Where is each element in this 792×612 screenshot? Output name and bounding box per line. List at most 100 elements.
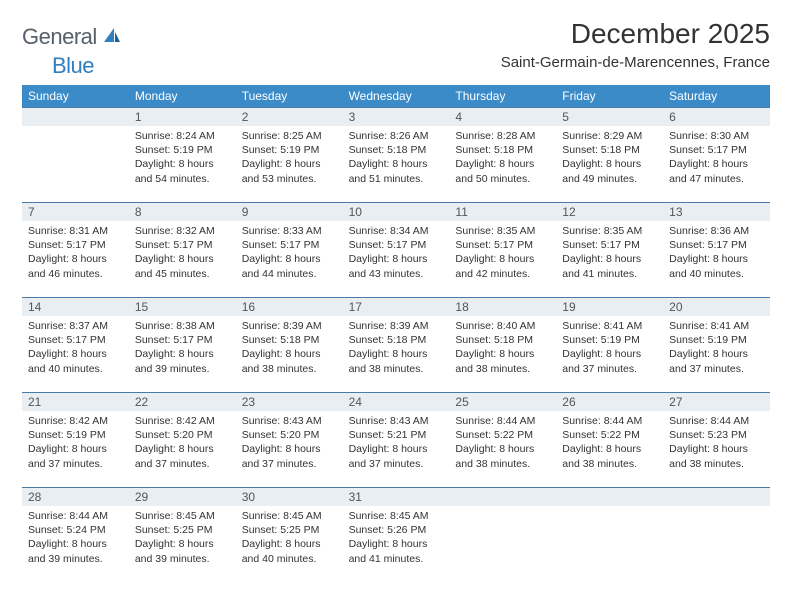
date-number: 11 — [449, 203, 556, 221]
day1-line: Daylight: 8 hours — [349, 537, 444, 551]
calendar-cell — [556, 506, 663, 582]
day2-line: and 39 minutes. — [135, 362, 230, 376]
day1-line: Daylight: 8 hours — [242, 157, 337, 171]
day-header: Tuesday — [236, 85, 343, 107]
sunrise-line: Sunrise: 8:39 AM — [349, 319, 444, 333]
calendar-cell: Sunrise: 8:45 AMSunset: 5:25 PMDaylight:… — [236, 506, 343, 582]
calendar-cell: Sunrise: 8:31 AMSunset: 5:17 PMDaylight:… — [22, 221, 129, 297]
day1-line: Daylight: 8 hours — [28, 252, 123, 266]
date-number: 31 — [343, 488, 450, 506]
sunrise-line: Sunrise: 8:35 AM — [455, 224, 550, 238]
date-number: 6 — [663, 108, 770, 126]
weeks-container: 123456Sunrise: 8:24 AMSunset: 5:19 PMDay… — [22, 107, 770, 582]
day2-line: and 49 minutes. — [562, 172, 657, 186]
sunset-line: Sunset: 5:19 PM — [135, 143, 230, 157]
date-number: 4 — [449, 108, 556, 126]
sunrise-line: Sunrise: 8:41 AM — [562, 319, 657, 333]
date-number: 21 — [22, 393, 129, 411]
sunrise-line: Sunrise: 8:44 AM — [28, 509, 123, 523]
day1-line: Daylight: 8 hours — [562, 442, 657, 456]
date-number: 30 — [236, 488, 343, 506]
day2-line: and 38 minutes. — [242, 362, 337, 376]
sunrise-line: Sunrise: 8:39 AM — [242, 319, 337, 333]
calendar-cell: Sunrise: 8:45 AMSunset: 5:26 PMDaylight:… — [343, 506, 450, 582]
day2-line: and 42 minutes. — [455, 267, 550, 281]
day2-line: and 44 minutes. — [242, 267, 337, 281]
sunset-line: Sunset: 5:19 PM — [242, 143, 337, 157]
logo-text-b: Blue — [52, 53, 94, 79]
date-number: 26 — [556, 393, 663, 411]
calendar-cell: Sunrise: 8:29 AMSunset: 5:18 PMDaylight:… — [556, 126, 663, 202]
day-headers-row: Sunday Monday Tuesday Wednesday Thursday… — [22, 85, 770, 107]
date-row: 123456 — [22, 107, 770, 126]
location: Saint-Germain-de-Marencennes, France — [501, 54, 770, 71]
calendar-cell: Sunrise: 8:36 AMSunset: 5:17 PMDaylight:… — [663, 221, 770, 297]
day2-line: and 40 minutes. — [28, 362, 123, 376]
calendar-cell: Sunrise: 8:39 AMSunset: 5:18 PMDaylight:… — [236, 316, 343, 392]
day1-line: Daylight: 8 hours — [135, 157, 230, 171]
day2-line: and 47 minutes. — [669, 172, 764, 186]
sunrise-line: Sunrise: 8:29 AM — [562, 129, 657, 143]
sunrise-line: Sunrise: 8:44 AM — [669, 414, 764, 428]
day2-line: and 37 minutes. — [669, 362, 764, 376]
sunrise-line: Sunrise: 8:45 AM — [135, 509, 230, 523]
day-header: Monday — [129, 85, 236, 107]
day-header: Sunday — [22, 85, 129, 107]
calendar-cell: Sunrise: 8:35 AMSunset: 5:17 PMDaylight:… — [556, 221, 663, 297]
calendar-cell: Sunrise: 8:24 AMSunset: 5:19 PMDaylight:… — [129, 126, 236, 202]
sunrise-line: Sunrise: 8:30 AM — [669, 129, 764, 143]
date-number — [663, 488, 770, 506]
calendar-cell: Sunrise: 8:34 AMSunset: 5:17 PMDaylight:… — [343, 221, 450, 297]
day1-line: Daylight: 8 hours — [242, 537, 337, 551]
date-row: 28293031 — [22, 487, 770, 506]
sunrise-line: Sunrise: 8:41 AM — [669, 319, 764, 333]
day1-line: Daylight: 8 hours — [135, 252, 230, 266]
calendar-cell — [22, 126, 129, 202]
calendar-cell: Sunrise: 8:37 AMSunset: 5:17 PMDaylight:… — [22, 316, 129, 392]
calendar-cell: Sunrise: 8:45 AMSunset: 5:25 PMDaylight:… — [129, 506, 236, 582]
day1-line: Daylight: 8 hours — [28, 537, 123, 551]
day1-line: Daylight: 8 hours — [242, 442, 337, 456]
date-number: 24 — [343, 393, 450, 411]
calendar-cell: Sunrise: 8:44 AMSunset: 5:23 PMDaylight:… — [663, 411, 770, 487]
sunset-line: Sunset: 5:17 PM — [669, 238, 764, 252]
date-number: 12 — [556, 203, 663, 221]
day2-line: and 38 minutes. — [669, 457, 764, 471]
sunset-line: Sunset: 5:20 PM — [242, 428, 337, 442]
logo: General — [22, 24, 124, 50]
sunset-line: Sunset: 5:25 PM — [135, 523, 230, 537]
date-row: 78910111213 — [22, 202, 770, 221]
calendar-cell: Sunrise: 8:38 AMSunset: 5:17 PMDaylight:… — [129, 316, 236, 392]
sunrise-line: Sunrise: 8:24 AM — [135, 129, 230, 143]
sunset-line: Sunset: 5:22 PM — [562, 428, 657, 442]
day1-line: Daylight: 8 hours — [242, 252, 337, 266]
sunset-line: Sunset: 5:17 PM — [562, 238, 657, 252]
day2-line: and 54 minutes. — [135, 172, 230, 186]
day2-line: and 39 minutes. — [135, 552, 230, 566]
date-number: 9 — [236, 203, 343, 221]
calendar-cell: Sunrise: 8:44 AMSunset: 5:24 PMDaylight:… — [22, 506, 129, 582]
sunrise-line: Sunrise: 8:44 AM — [455, 414, 550, 428]
date-number: 27 — [663, 393, 770, 411]
sunrise-line: Sunrise: 8:42 AM — [28, 414, 123, 428]
day2-line: and 38 minutes. — [455, 457, 550, 471]
sunset-line: Sunset: 5:17 PM — [135, 238, 230, 252]
day2-line: and 40 minutes. — [669, 267, 764, 281]
day2-line: and 37 minutes. — [349, 457, 444, 471]
calendar-cell: Sunrise: 8:30 AMSunset: 5:17 PMDaylight:… — [663, 126, 770, 202]
day1-line: Daylight: 8 hours — [562, 157, 657, 171]
sunset-line: Sunset: 5:17 PM — [455, 238, 550, 252]
day2-line: and 45 minutes. — [135, 267, 230, 281]
calendar-cell: Sunrise: 8:28 AMSunset: 5:18 PMDaylight:… — [449, 126, 556, 202]
day2-line: and 50 minutes. — [455, 172, 550, 186]
sunrise-line: Sunrise: 8:32 AM — [135, 224, 230, 238]
sunrise-line: Sunrise: 8:45 AM — [242, 509, 337, 523]
day1-line: Daylight: 8 hours — [349, 442, 444, 456]
sunset-line: Sunset: 5:19 PM — [562, 333, 657, 347]
day1-line: Daylight: 8 hours — [455, 157, 550, 171]
sunset-line: Sunset: 5:17 PM — [28, 238, 123, 252]
date-row: 21222324252627 — [22, 392, 770, 411]
day1-line: Daylight: 8 hours — [669, 252, 764, 266]
sunrise-line: Sunrise: 8:42 AM — [135, 414, 230, 428]
day1-line: Daylight: 8 hours — [28, 442, 123, 456]
